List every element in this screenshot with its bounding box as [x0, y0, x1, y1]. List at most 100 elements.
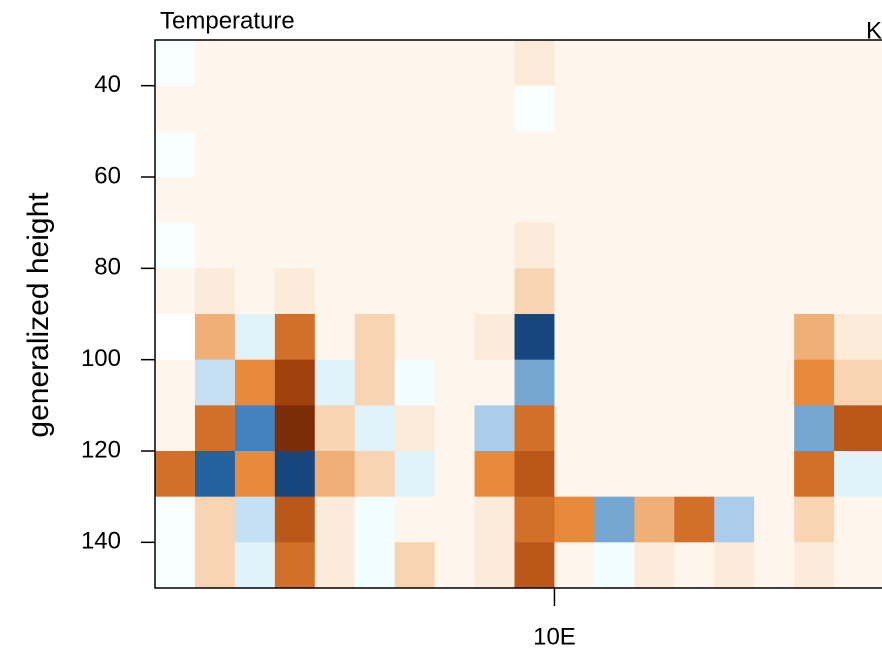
- heatmap-cell: [474, 496, 516, 543]
- heatmap-cell: [754, 405, 795, 452]
- heatmap-cell: [434, 314, 476, 361]
- heatmap-cell: [314, 496, 356, 543]
- heatmap-cell: [314, 314, 356, 361]
- heatmap-cell: [434, 359, 476, 406]
- heatmap-cell: [594, 131, 635, 178]
- heatmap-cell: [594, 222, 635, 269]
- heatmap-cell: [554, 268, 595, 315]
- heatmap-cell: [674, 268, 715, 315]
- heatmap-cell: [274, 359, 316, 406]
- heatmap-cell: [354, 451, 396, 498]
- heatmap-cell: [754, 359, 795, 406]
- heatmap-cell: [634, 131, 675, 178]
- heatmap-cell: [794, 359, 835, 406]
- heatmap-cell: [674, 451, 715, 498]
- heatmap-cell: [354, 314, 396, 361]
- heatmap-cell: [594, 268, 635, 315]
- heatmap-cell: [594, 177, 635, 224]
- heatmap-cell: [274, 177, 316, 224]
- chart-title: Temperature: [160, 7, 295, 34]
- heatmap-cell: [314, 131, 356, 178]
- heatmap-cell: [834, 314, 882, 361]
- heatmap-cell: [394, 451, 436, 498]
- heatmap-cell: [394, 405, 436, 452]
- heatmap-cell: [194, 314, 236, 361]
- heatmap-cell: [354, 268, 396, 315]
- heatmap-cell: [234, 40, 276, 87]
- heatmap-cell: [794, 405, 835, 452]
- heatmap-cell: [754, 222, 795, 269]
- heatmap-cell: [434, 85, 476, 132]
- heatmap-cell: [514, 222, 555, 269]
- heatmap-cell: [594, 314, 635, 361]
- heatmap-cell: [674, 177, 715, 224]
- heatmap-cell: [274, 222, 316, 269]
- heatmap-cell: [514, 542, 555, 589]
- heatmap-cell: [274, 542, 316, 589]
- heatmap-cell: [794, 40, 835, 87]
- heatmap-cell: [594, 542, 635, 589]
- heatmap-cell: [394, 314, 436, 361]
- heatmap-cell: [354, 131, 396, 178]
- heatmap-cell: [274, 131, 316, 178]
- heatmap-cell: [234, 542, 276, 589]
- units-label: K: [866, 17, 882, 44]
- heatmap-cell: [314, 405, 356, 452]
- heatmap-cell: [155, 405, 196, 452]
- heatmap-cell: [834, 177, 882, 224]
- heatmap-cell: [314, 40, 356, 87]
- heatmap-cell: [514, 40, 555, 87]
- heatmap-cell: [155, 131, 196, 178]
- heatmap-cell: [754, 131, 795, 178]
- heatmap-cell: [354, 40, 396, 87]
- heatmap-cell: [314, 222, 356, 269]
- heatmap-cell: [155, 85, 196, 132]
- heatmap-cell: [834, 542, 882, 589]
- heatmap-cell: [274, 314, 316, 361]
- heatmap-cell: [754, 496, 795, 543]
- heatmap-cell: [234, 85, 276, 132]
- heatmap-cell: [554, 496, 595, 543]
- heatmap-cell: [314, 268, 356, 315]
- heatmap-cell: [354, 222, 396, 269]
- heatmap-cell: [474, 222, 516, 269]
- y-tick-label: 40: [94, 71, 121, 98]
- heatmap-cell: [155, 314, 196, 361]
- heatmap-cell: [754, 177, 795, 224]
- heatmap-cell: [674, 542, 715, 589]
- heatmap-cell: [434, 451, 476, 498]
- heatmap-cell: [834, 496, 882, 543]
- heatmap-cell: [474, 177, 516, 224]
- heatmap-cell: [834, 359, 882, 406]
- heatmap-cell: [474, 405, 516, 452]
- heatmap-cell: [634, 222, 675, 269]
- heatmap-cell: [754, 542, 795, 589]
- heatmap-cell: [674, 40, 715, 87]
- heatmap-cell: [634, 405, 675, 452]
- heatmap-cell: [314, 85, 356, 132]
- heatmap-cell: [194, 40, 236, 87]
- heatmap-cell: [234, 451, 276, 498]
- heatmap-cell: [434, 131, 476, 178]
- heatmap-cell: [834, 268, 882, 315]
- heatmap-cell: [714, 268, 755, 315]
- heatmap-cell: [155, 451, 196, 498]
- heatmap-cell: [194, 268, 236, 315]
- heatmap-cell: [394, 131, 436, 178]
- heatmap-cell: [834, 40, 882, 87]
- heatmap-cell: [274, 40, 316, 87]
- heatmap-cell: [714, 451, 755, 498]
- heatmap-cell: [594, 40, 635, 87]
- heatmap-cell: [234, 131, 276, 178]
- heatmap-cell: [474, 542, 516, 589]
- heatmap-cell: [674, 359, 715, 406]
- heatmap-cell: [274, 268, 316, 315]
- heatmap-cell: [314, 177, 356, 224]
- heatmap-cell: [434, 222, 476, 269]
- heatmap-cell: [554, 85, 595, 132]
- heatmap-cell: [394, 177, 436, 224]
- heatmap-cell: [514, 131, 555, 178]
- heatmap-cell: [794, 451, 835, 498]
- heatmap-cell: [394, 85, 436, 132]
- heatmap-cell: [434, 40, 476, 87]
